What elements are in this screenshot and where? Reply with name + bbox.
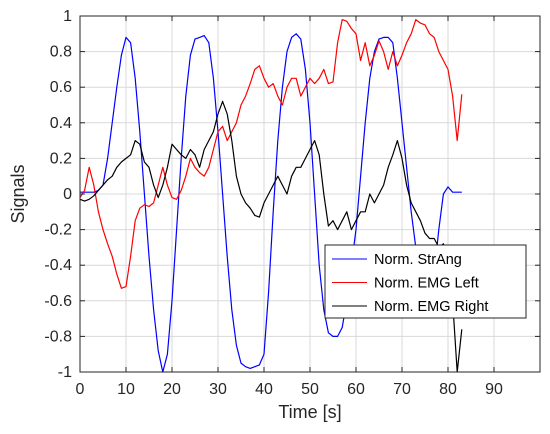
series-lines xyxy=(79,19,463,373)
y-tick-label: 0 xyxy=(63,186,72,203)
x-tick-label: 70 xyxy=(393,381,411,398)
x-tick-label: 60 xyxy=(347,381,365,398)
x-axis-label: Time [s] xyxy=(278,402,341,422)
x-tick-label: 40 xyxy=(255,381,273,398)
y-tick-label: -0.4 xyxy=(44,257,72,274)
series-line-emg-left xyxy=(79,19,463,289)
x-tick-label: 80 xyxy=(439,381,457,398)
y-tick-label: 0.4 xyxy=(50,115,72,132)
y-tick-label: 1 xyxy=(63,8,72,25)
y-tick-label: 0.2 xyxy=(50,150,72,167)
y-tick-label: 0.6 xyxy=(50,79,72,96)
x-tick-label: 0 xyxy=(76,381,85,398)
axis-ticks xyxy=(79,15,540,373)
x-tick-label: 30 xyxy=(209,381,227,398)
y-tick-labels: -1 -0.8 -0.6 -0.4 -0.2 0 0.2 0.4 0.6 0.8 1 xyxy=(44,8,72,381)
series-line-emg-right xyxy=(79,100,463,373)
x-tick-label: 50 xyxy=(301,381,319,398)
x-tick-label: 90 xyxy=(485,381,503,398)
x-tick-label: 20 xyxy=(163,381,181,398)
x-tick-label: 10 xyxy=(117,381,135,398)
y-tick-label: -1 xyxy=(58,364,72,381)
y-tick-label: 0.8 xyxy=(50,44,72,61)
legend: Norm. StrAng Norm. EMG Left Norm. EMG Ri… xyxy=(324,244,527,319)
series-line-strang xyxy=(80,33,462,373)
y-tick-label: -0.8 xyxy=(44,328,72,345)
legend-label-strang: Norm. StrAng xyxy=(374,252,462,268)
x-tick-labels: 0 10 20 30 40 50 60 70 80 90 xyxy=(76,381,503,398)
y-tick-label: -0.6 xyxy=(44,293,72,310)
legend-label-emg-left: Norm. EMG Left xyxy=(374,276,479,292)
legend-label-emg-right: Norm. EMG Right xyxy=(374,299,488,315)
y-axis-label: Signals xyxy=(8,164,28,223)
y-tick-label: -0.2 xyxy=(44,222,72,239)
